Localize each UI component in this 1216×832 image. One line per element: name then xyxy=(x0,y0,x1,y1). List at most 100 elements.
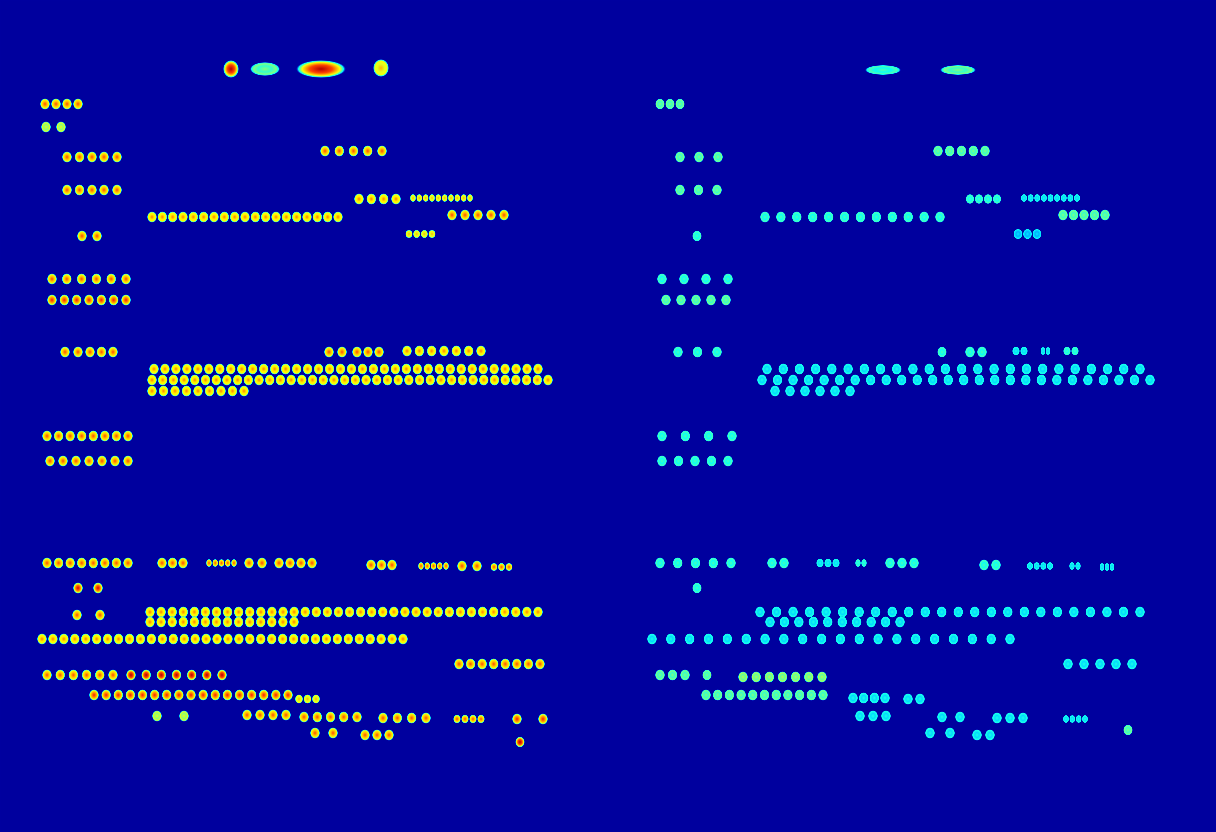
attention-spot xyxy=(1012,347,1020,356)
attention-spot xyxy=(257,557,267,569)
attention-spot xyxy=(723,455,733,467)
attention-spot xyxy=(928,374,938,386)
attention-spot xyxy=(42,430,52,442)
attention-spot xyxy=(222,374,232,386)
panel xyxy=(37,59,553,748)
attention-spot xyxy=(439,345,449,357)
attention-spot xyxy=(193,385,203,397)
attention-spot xyxy=(466,606,476,618)
attention-spot xyxy=(861,559,867,567)
attention-spot xyxy=(712,346,722,358)
attention-spot xyxy=(434,363,444,375)
attention-spot xyxy=(204,363,214,375)
attention-spot xyxy=(817,671,827,683)
attention-spot xyxy=(147,211,157,222)
attention-spot xyxy=(391,193,401,205)
attention-spot xyxy=(701,689,711,701)
attention-spot xyxy=(776,211,786,223)
attention-spot xyxy=(704,430,714,442)
attention-spot xyxy=(354,633,364,645)
attention-spot xyxy=(760,211,770,223)
attention-spot xyxy=(255,709,265,721)
attention-spot xyxy=(512,658,522,670)
attention-spot xyxy=(283,689,293,701)
attention-spot xyxy=(477,715,485,724)
attention-spot xyxy=(244,557,254,569)
attention-spot xyxy=(179,633,189,645)
attention-spot xyxy=(859,363,869,375)
attention-spot xyxy=(473,209,483,221)
attention-spot xyxy=(147,374,157,386)
attention-spot xyxy=(77,273,87,285)
attention-spot xyxy=(93,582,103,594)
attention-spot xyxy=(811,363,821,375)
attention-spot xyxy=(675,98,685,109)
attention-spot xyxy=(332,633,342,645)
attention-spot xyxy=(234,616,244,628)
attention-spot xyxy=(1038,363,1048,375)
attention-spot xyxy=(685,633,695,645)
attention-spot xyxy=(307,557,317,569)
attention-spot xyxy=(843,363,853,375)
attention-spot xyxy=(691,557,701,569)
attention-spot xyxy=(489,658,499,670)
attention-spot xyxy=(824,211,834,223)
attention-spot xyxy=(1069,606,1079,618)
attention-spot xyxy=(138,689,148,701)
attention-spot xyxy=(37,633,47,645)
attention-spot xyxy=(943,374,953,386)
attention-spot xyxy=(1058,209,1068,221)
attention-spot xyxy=(1079,209,1089,221)
attention-spot xyxy=(881,374,891,386)
attention-spot xyxy=(82,669,92,681)
attention-spot xyxy=(1118,606,1128,618)
attention-spot xyxy=(909,557,919,569)
attention-spot xyxy=(868,710,878,722)
attention-spot xyxy=(429,194,435,202)
attention-spot xyxy=(1013,229,1022,239)
attention-spot xyxy=(1069,715,1075,723)
attention-spot xyxy=(955,711,965,723)
attention-spot xyxy=(374,346,384,358)
attention-spot xyxy=(413,230,420,238)
attention-spot xyxy=(62,184,72,196)
attention-spot xyxy=(231,559,237,567)
attention-spot xyxy=(447,374,457,386)
attention-spot xyxy=(349,145,359,157)
attention-spot xyxy=(1047,194,1053,202)
attention-spot xyxy=(723,273,733,285)
attention-spot xyxy=(762,363,772,375)
attention-spot xyxy=(424,562,430,570)
attention-spot xyxy=(368,363,378,375)
attention-spot xyxy=(959,374,969,386)
attention-spot xyxy=(757,374,767,386)
attention-spot xyxy=(51,98,61,110)
attention-spot xyxy=(326,711,336,723)
attention-spot xyxy=(171,363,181,375)
attention-spot xyxy=(819,374,829,386)
attention-spot xyxy=(499,209,509,221)
attention-spot xyxy=(805,606,815,618)
attention-spot xyxy=(930,633,940,645)
attention-spot xyxy=(721,294,731,306)
attention-spot xyxy=(250,211,260,222)
attention-spot xyxy=(45,455,55,467)
attention-spot xyxy=(903,693,913,705)
attention-spot xyxy=(919,211,929,223)
attention-spot xyxy=(489,363,499,375)
attention-spot xyxy=(442,194,448,202)
attention-spot xyxy=(675,151,685,163)
attention-spot xyxy=(1003,606,1013,618)
attention-spot xyxy=(794,616,804,628)
attention-spot xyxy=(848,692,858,704)
attention-spot xyxy=(675,184,685,196)
attention-spot xyxy=(535,658,545,670)
attention-spot xyxy=(866,616,876,628)
attention-spot xyxy=(453,715,461,724)
attention-spot xyxy=(414,345,424,357)
attention-spot xyxy=(178,606,188,618)
attention-spot xyxy=(1034,194,1040,202)
attention-spot xyxy=(935,211,945,223)
attention-spot xyxy=(99,184,109,196)
attention-spot xyxy=(451,345,461,357)
